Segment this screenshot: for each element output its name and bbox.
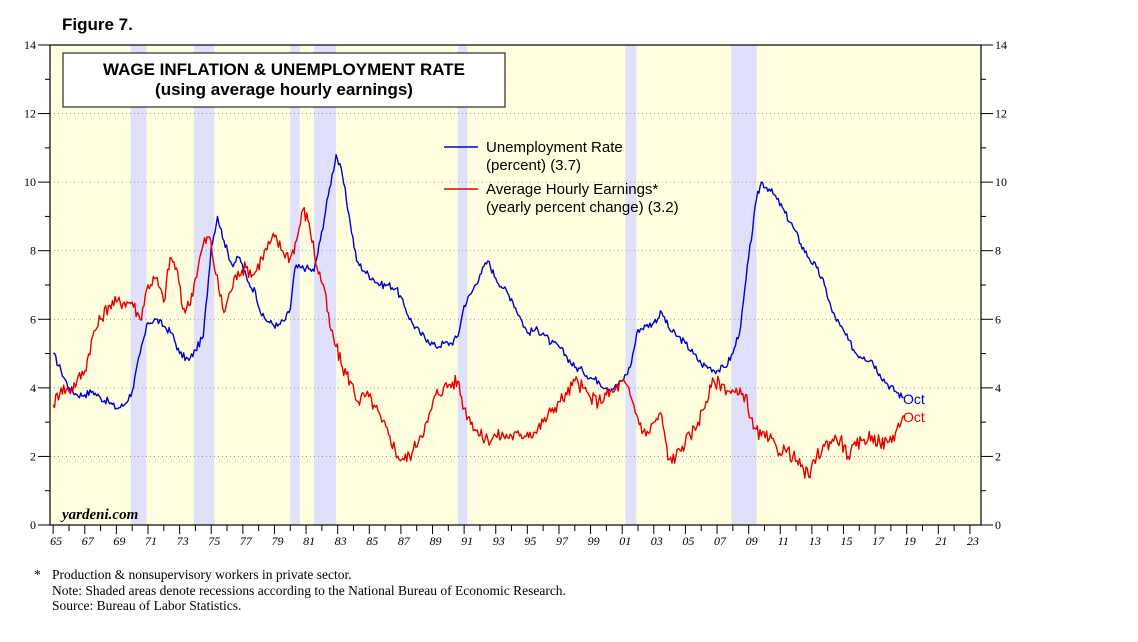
x-tick-label-95: 95 xyxy=(524,534,536,548)
footnote-asterisk: * xyxy=(34,567,41,582)
legend-detail-1: (percent) (3.7) xyxy=(486,157,581,174)
x-tick-label-75: 75 xyxy=(208,534,220,548)
y-tick-label-left-12: 12 xyxy=(24,107,36,121)
x-tick-label-09: 09 xyxy=(746,534,758,548)
x-tick-label-85: 85 xyxy=(366,534,378,548)
x-tick-label-87: 87 xyxy=(398,534,411,548)
recession-band-1 xyxy=(130,45,147,525)
y-tick-label-right-6: 6 xyxy=(995,312,1001,326)
legend-label-2: Average Hourly Earnings* xyxy=(486,181,658,198)
x-tick-label-93: 93 xyxy=(493,534,505,548)
earnings-end-label: Oct xyxy=(903,409,925,425)
x-tick-label-21: 21 xyxy=(935,534,947,548)
x-tick-label-17: 17 xyxy=(872,534,885,548)
y-tick-label-left-6: 6 xyxy=(30,312,36,326)
x-tick-label-89: 89 xyxy=(430,534,442,548)
y-tick-label-left-0: 0 xyxy=(30,518,36,532)
x-tick-label-79: 79 xyxy=(271,534,283,548)
recession-band-4 xyxy=(313,45,337,525)
x-tick-label-13: 13 xyxy=(809,534,821,548)
x-tick-label-23: 23 xyxy=(967,534,979,548)
chart-title: WAGE INFLATION & UNEMPLOYMENT RATE xyxy=(103,60,465,79)
series-unemployment-line xyxy=(53,154,904,410)
x-tick-label-07: 07 xyxy=(714,534,727,548)
y-tick-label-right-4: 4 xyxy=(995,381,1001,395)
series-earnings-line xyxy=(52,206,905,479)
chart-subtitle: (using average hourly earnings) xyxy=(155,80,413,99)
y-tick-label-left-10: 10 xyxy=(24,175,36,189)
y-tick-label-right-10: 10 xyxy=(995,175,1007,189)
y-tick-label-left-4: 4 xyxy=(30,381,36,395)
x-tick-label-69: 69 xyxy=(113,534,125,548)
y-tick-label-right-14: 14 xyxy=(995,38,1007,52)
unemployment-end-label: Oct xyxy=(903,391,925,407)
recession-band-2 xyxy=(193,45,215,525)
footnotes: * Production & nonsupervisory workers in … xyxy=(34,567,566,614)
legend-label-1: Unemployment Rate xyxy=(486,139,623,156)
x-tick-label-65: 65 xyxy=(50,534,62,548)
figure-label: Figure 7. xyxy=(62,15,133,34)
x-tick-label-97: 97 xyxy=(556,534,569,548)
footnote-line-1: Production & nonsupervisory workers in p… xyxy=(52,567,352,582)
recession-band-6 xyxy=(625,45,637,525)
title-box xyxy=(62,52,506,108)
y-tick-label-right-8: 8 xyxy=(995,244,1001,258)
watermark: yardeni.com xyxy=(60,507,138,523)
x-tick-label-01: 01 xyxy=(619,534,631,548)
footnote-line-3: Source: Bureau of Labor Statistics. xyxy=(52,598,242,613)
plot-background xyxy=(50,45,981,525)
y-tick-label-left-8: 8 xyxy=(30,244,36,258)
x-tick-label-11: 11 xyxy=(778,534,789,548)
x-tick-label-15: 15 xyxy=(840,534,852,548)
legend-detail-2: (yearly percent change) (3.2) xyxy=(486,199,679,216)
x-tick-label-99: 99 xyxy=(588,534,600,548)
x-tick-label-83: 83 xyxy=(335,534,347,548)
recession-band-7 xyxy=(731,45,757,525)
x-tick-label-67: 67 xyxy=(82,534,95,548)
x-tick-label-19: 19 xyxy=(904,534,916,548)
recession-band-3 xyxy=(290,45,300,525)
x-tick-label-73: 73 xyxy=(177,534,189,548)
recession-band-5 xyxy=(457,45,468,525)
x-tick-label-77: 77 xyxy=(240,534,253,548)
y-tick-label-left-2: 2 xyxy=(30,449,36,463)
y-tick-label-right-0: 0 xyxy=(995,518,1001,532)
y-tick-label-right-12: 12 xyxy=(995,107,1007,121)
x-tick-label-05: 05 xyxy=(682,534,694,548)
footnote-line-2: Note: Shaded areas denote recessions acc… xyxy=(52,582,566,598)
x-tick-label-03: 03 xyxy=(651,534,663,548)
x-tick-label-81: 81 xyxy=(303,534,315,548)
x-tick-label-71: 71 xyxy=(145,534,157,548)
y-tick-label-left-14: 14 xyxy=(24,38,36,52)
y-tick-label-right-2: 2 xyxy=(995,449,1001,463)
x-tick-label-91: 91 xyxy=(461,534,473,548)
chart-svg: 0 0 2 2 4 4 6 6 8 8 10 10 12 12 14 14 65 67 69 71 73 75 77 79 81… xyxy=(24,38,1007,548)
